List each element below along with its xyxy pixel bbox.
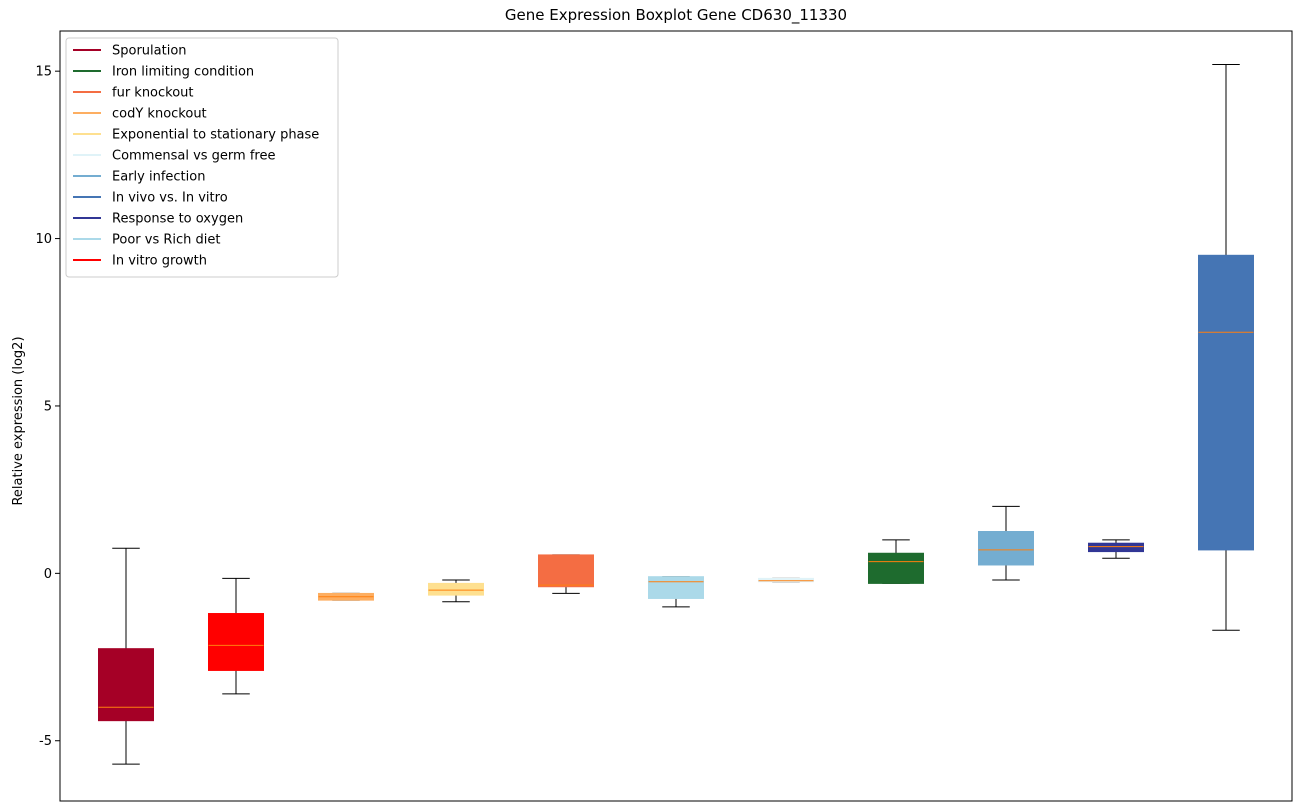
y-tick-label: 15 xyxy=(35,65,52,80)
box-body xyxy=(98,648,154,722)
box-body xyxy=(648,576,704,599)
box-body xyxy=(1198,254,1254,551)
box-body xyxy=(538,554,594,588)
box-4 xyxy=(428,579,484,603)
legend-label: In vivo vs. In vitro xyxy=(112,191,228,206)
legend-label: In vitro growth xyxy=(112,254,207,269)
box-7 xyxy=(758,577,814,583)
legend-label: fur knockout xyxy=(112,86,194,101)
y-axis: -5 0 5 10 15 xyxy=(35,65,60,749)
box-10 xyxy=(1088,539,1144,559)
box-body xyxy=(1088,542,1144,553)
box-8 xyxy=(868,539,924,584)
box-body xyxy=(208,613,264,671)
legend-label: Response to oxygen xyxy=(112,212,243,227)
box-11 xyxy=(1198,63,1254,631)
y-tick-label: 0 xyxy=(44,567,52,582)
plot-frame xyxy=(59,30,1293,802)
box-body xyxy=(868,552,924,584)
box-2 xyxy=(208,577,264,695)
y-tick-label: 5 xyxy=(44,399,52,414)
y-axis-label: Relative expression (log2) xyxy=(11,336,26,505)
box-body xyxy=(978,531,1034,566)
box-6 xyxy=(648,576,704,608)
y-tick-label: 10 xyxy=(35,232,52,247)
y-tick-label: -5 xyxy=(39,734,52,749)
boxes-layer xyxy=(98,63,1254,765)
legend: Sporulation Iron limiting condition fur kn… xyxy=(65,37,339,278)
box-body xyxy=(428,582,484,596)
box-1 xyxy=(98,547,154,765)
box-body xyxy=(758,577,814,583)
legend-label: Iron limiting condition xyxy=(112,65,254,80)
legend-label: Commensal vs germ free xyxy=(112,149,275,164)
legend-label: Sporulation xyxy=(112,44,187,59)
chart-title: Gene Expression Boxplot Gene CD630_11330 xyxy=(505,6,847,25)
legend-label: Early infection xyxy=(112,170,205,185)
legend-frame xyxy=(65,37,339,278)
legend-label: Poor vs Rich diet xyxy=(112,233,220,248)
legend-label: codY knockout xyxy=(112,107,207,122)
box-9 xyxy=(978,505,1034,581)
legend-label: Exponential to stationary phase xyxy=(112,128,319,143)
box-5 xyxy=(538,554,594,594)
box-3 xyxy=(318,592,374,601)
